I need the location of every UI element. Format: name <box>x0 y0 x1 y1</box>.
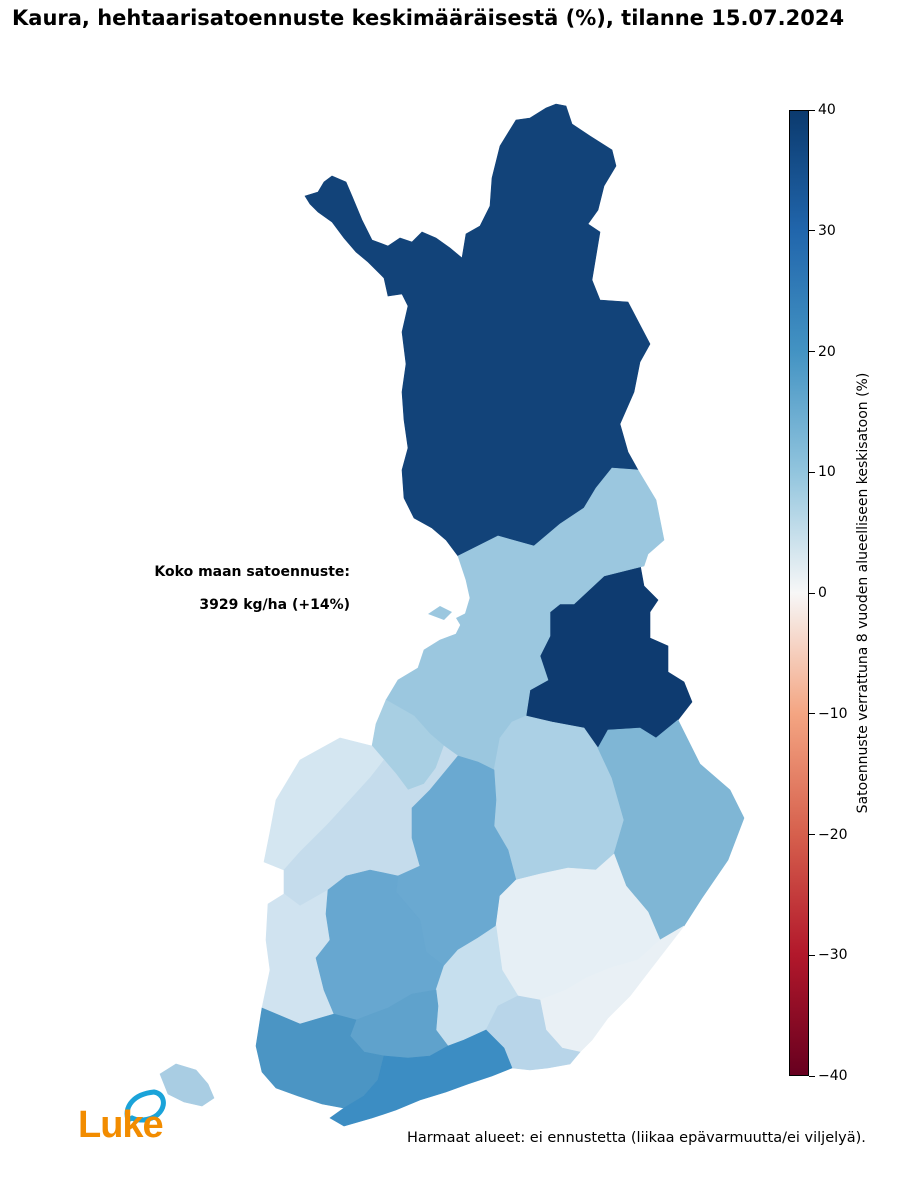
colorbar-label: Satoennuste verrattuna 8 vuoden alueelli… <box>855 372 871 814</box>
colorbar-tick <box>809 351 815 352</box>
colorbar <box>789 110 809 1076</box>
colorbar-tick-label: −40 <box>818 1068 848 1084</box>
colorbar-tick-label: −20 <box>818 826 848 843</box>
colorbar-tick-label: 10 <box>818 464 836 481</box>
region-north-ostrobothnia <box>385 467 665 771</box>
colorbar-tick <box>809 1075 815 1077</box>
finland-map <box>159 103 745 1127</box>
colorbar-tick <box>809 834 815 835</box>
colorbar-tick-label: −30 <box>818 947 848 964</box>
luke-logo: Luke <box>76 1088 171 1152</box>
colorbar-tick <box>809 109 815 111</box>
colorbar-tick-label: 40 <box>818 102 836 118</box>
region-north-karelia <box>597 719 745 941</box>
national-forecast-caption: Koko maan satoennuste: <box>154 564 350 580</box>
region-lapland <box>304 103 651 557</box>
colorbar-tick <box>809 954 815 956</box>
colorbar-tick <box>809 230 815 232</box>
national-forecast-value: 3929 kg/ha (+14%) <box>199 597 350 613</box>
region-aland <box>159 1063 215 1107</box>
colorbar-tick-label: 30 <box>818 222 836 239</box>
map-title: Kaura, hehtaarisatoennuste keskimääräise… <box>12 6 845 30</box>
colorbar-tick-label: 20 <box>818 343 836 360</box>
colorbar-tick <box>809 592 815 594</box>
logo-text: Luke <box>78 1104 164 1146</box>
leaf-drop-icon <box>124 1089 166 1124</box>
colorbar-tick <box>809 713 815 715</box>
island-kvarken <box>428 606 452 620</box>
colorbar-tick-label: 0 <box>818 585 827 601</box>
colorbar-tick <box>809 471 815 473</box>
colorbar-tick-label: −10 <box>818 705 848 722</box>
footnote: Harmaat alueet: ei ennustetta (liikaa ep… <box>407 1130 866 1146</box>
island-hailuoto <box>456 612 472 628</box>
region-uusimaa <box>329 1029 513 1127</box>
